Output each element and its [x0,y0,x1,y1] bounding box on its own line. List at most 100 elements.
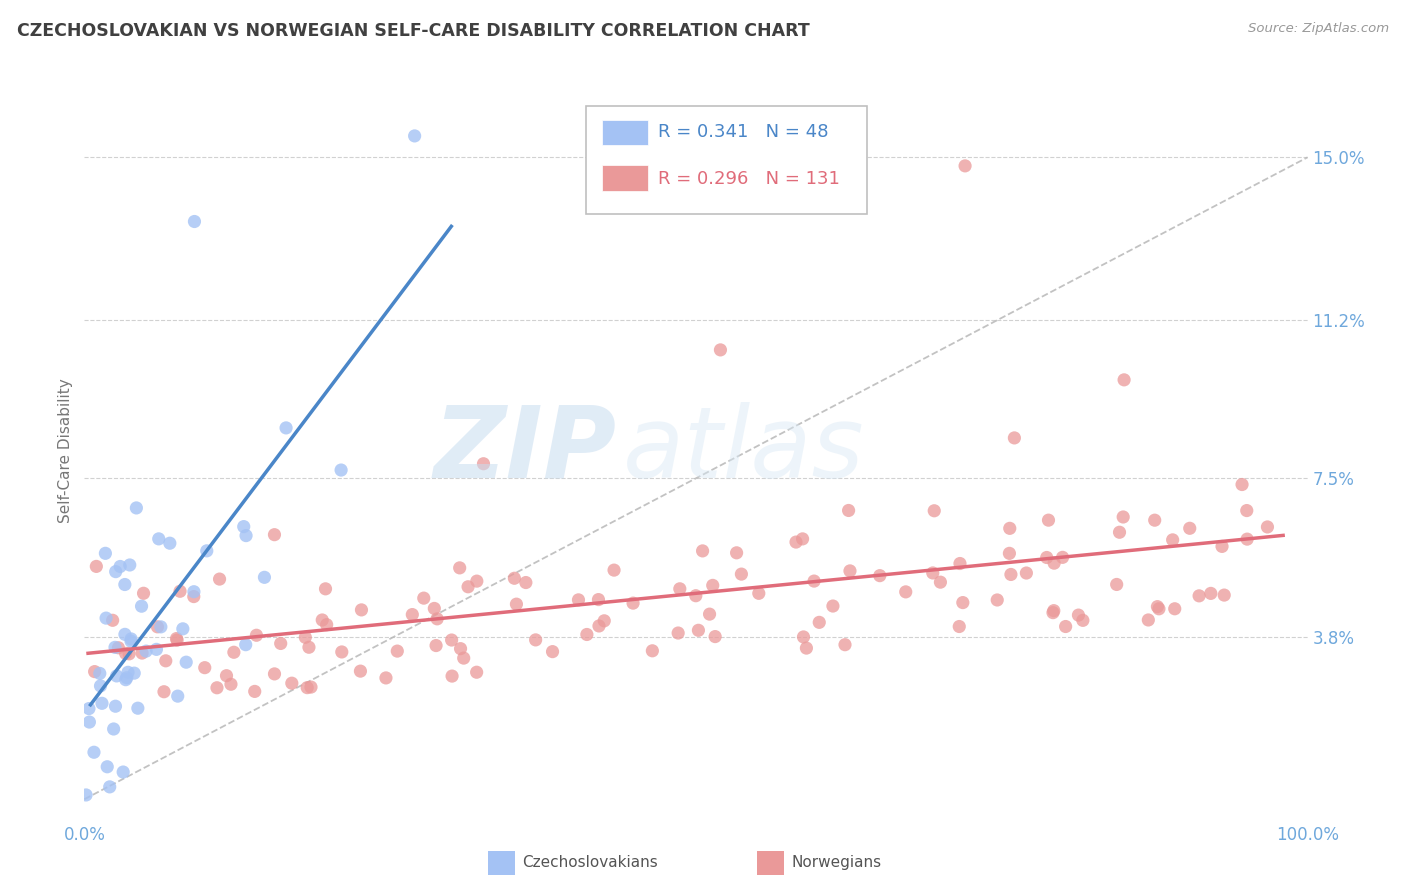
Point [692,544,714,558]
Point [948,619,970,633]
Point [515,575,537,590]
Point [1105,577,1128,591]
Point [94,546,117,560]
Point [1161,533,1184,547]
Point [404,128,426,143]
Point [1112,510,1135,524]
Point [593,614,616,628]
Point [263,527,285,541]
Point [330,645,353,659]
Text: R = 0.341   N = 48: R = 0.341 N = 48 [658,123,828,141]
Point [453,651,475,665]
Point [603,563,626,577]
Point [450,641,472,656]
Point [219,677,242,691]
Point [1147,602,1170,616]
Point [125,500,148,515]
Point [153,684,176,698]
Point [103,722,125,736]
Point [567,592,589,607]
Point [1043,604,1066,618]
FancyBboxPatch shape [586,106,868,213]
Point [1015,566,1038,580]
Point [135,644,157,658]
Point [75,788,97,802]
Point [986,593,1008,607]
Point [96,760,118,774]
Point [146,620,169,634]
Point [792,532,814,546]
Point [235,638,257,652]
Point [298,640,321,655]
Point [91,696,114,710]
Point [169,584,191,599]
Point [1108,525,1130,540]
FancyBboxPatch shape [758,851,785,875]
Point [666,626,689,640]
Point [208,572,231,586]
Point [949,557,972,571]
Point [127,701,149,715]
Text: Norwegians: Norwegians [792,855,882,871]
Point [748,586,770,600]
Point [108,559,131,574]
Point [194,661,217,675]
Point [101,613,124,627]
Text: ZIP: ZIP [433,402,616,499]
Point [685,589,707,603]
Point [1199,586,1222,600]
Point [803,574,825,588]
Point [232,519,254,533]
Point [183,590,205,604]
Point [104,699,127,714]
Text: R = 0.296   N = 131: R = 0.296 N = 131 [658,169,839,187]
Point [785,535,807,549]
Point [1230,477,1253,491]
Point [922,504,945,518]
Point [838,503,860,517]
Point [894,585,917,599]
Point [155,654,177,668]
Point [1042,606,1064,620]
Y-axis label: Self-Care Disability: Self-Care Disability [58,378,73,523]
Point [132,586,155,600]
Point [294,630,316,644]
Point [315,582,337,596]
Point [505,597,527,611]
Point [299,680,322,694]
Point [426,612,449,626]
Text: atlas: atlas [623,402,865,499]
Point [245,628,267,642]
Point [702,578,724,592]
Point [118,558,141,572]
Point [205,681,228,695]
Point [1071,613,1094,627]
Point [1143,513,1166,527]
Point [709,343,731,357]
Point [839,564,862,578]
Point [118,647,141,661]
Point [120,634,142,648]
Point [375,671,398,685]
Point [1114,373,1136,387]
Point [699,607,721,621]
Point [503,571,526,585]
Point [998,521,1021,535]
Point [1067,608,1090,623]
Point [821,599,844,613]
Point [159,536,181,550]
Point [112,765,135,780]
Point [131,599,153,614]
Point [725,546,748,560]
Point [349,664,371,678]
Point [330,463,353,477]
Point [1146,599,1168,614]
Point [952,596,974,610]
Point [441,669,464,683]
Point [114,646,136,660]
Point [104,640,127,655]
Point [1236,532,1258,546]
Point [315,617,337,632]
Point [98,780,121,794]
Point [148,532,170,546]
